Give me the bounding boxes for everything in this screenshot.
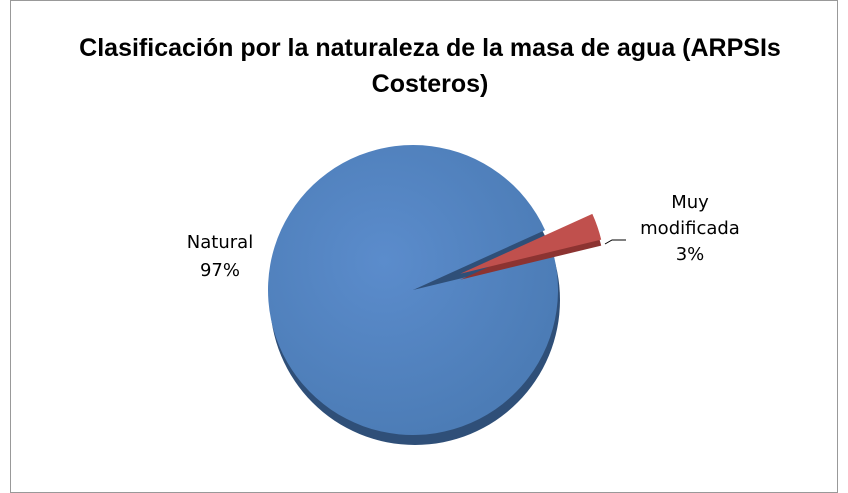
chart-title: Clasificación por la naturaleza de la ma… [79,34,781,98]
data-label-value: 97% [199,260,240,281]
pie-slice [460,213,602,274]
leader-line [604,239,626,245]
data-label-value: 3% [675,244,705,265]
data-label-category: Muy modificada [640,192,740,239]
pie-slice [267,144,558,435]
data-label-category: Natural [186,232,254,253]
